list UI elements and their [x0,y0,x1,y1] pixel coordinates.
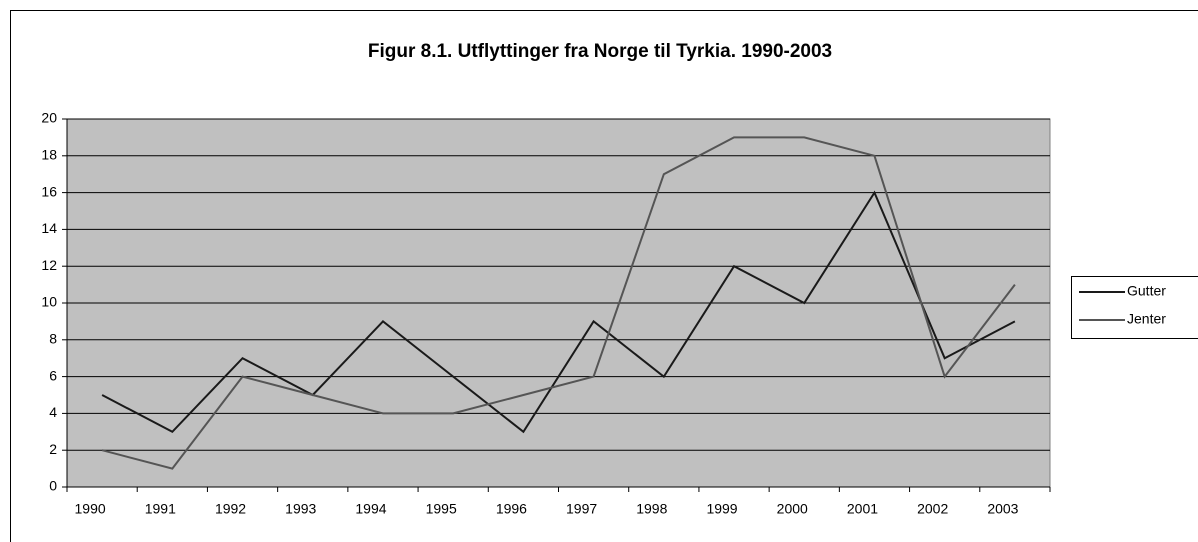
y-tick-label: 0 [49,478,57,494]
legend-label: Jenter [1127,311,1166,327]
y-tick-label: 2 [49,441,57,457]
legend-label: Gutter [1127,283,1166,299]
x-tick-label: 2000 [777,501,808,517]
y-tick-label: 8 [49,331,57,347]
x-tick-label: 2001 [847,501,878,517]
series-line [101,190,1016,434]
y-tick-label: 20 [41,110,57,126]
x-tick-label: 2003 [987,501,1018,517]
y-tick-label: 18 [41,147,57,163]
y-tick-label: 14 [41,220,57,236]
y-tick-label: 4 [49,404,57,420]
x-tick-label: 1993 [285,501,316,517]
y-tick-label: 6 [49,367,57,383]
chart-frame [10,10,1198,542]
legend-box [1071,276,1198,339]
y-tick-label: 16 [41,183,57,199]
y-tick-label: 12 [41,257,57,273]
x-tick-label: 1992 [215,501,246,517]
chart-title: Figur 8.1. Utflyttinger fra Norge til Ty… [368,41,832,62]
x-tick-label: 1995 [426,501,457,517]
x-tick-label: 1990 [75,501,106,517]
x-tick-label: 1996 [496,501,527,517]
x-tick-label: 1997 [566,501,597,517]
x-tick-label: 1991 [145,501,176,517]
x-tick-label: 1994 [355,501,386,517]
x-tick-label: 1998 [636,501,667,517]
series-line [101,136,1016,470]
x-tick-label: 1999 [706,501,737,517]
x-tick-label: 2002 [917,501,948,517]
y-tick-label: 10 [41,294,57,310]
